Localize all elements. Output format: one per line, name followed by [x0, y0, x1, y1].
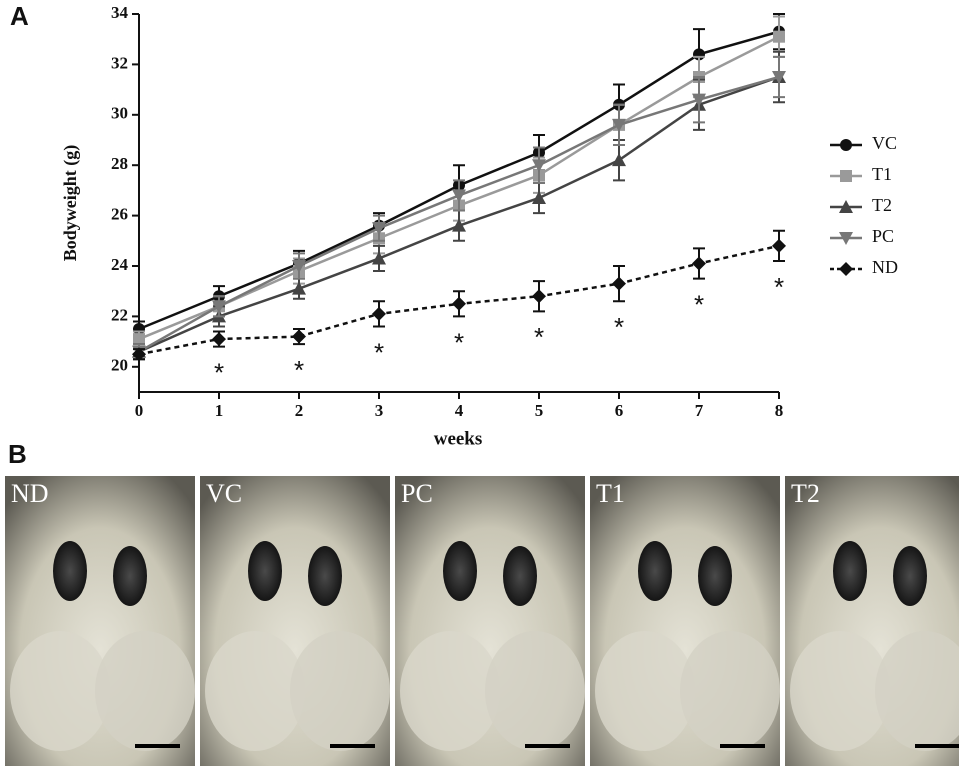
y-tick-label: 32 — [111, 53, 128, 72]
tissue — [595, 631, 695, 751]
y-tick-label: 28 — [111, 154, 128, 173]
y-tick-label: 22 — [111, 305, 128, 324]
organ — [893, 546, 927, 606]
marker — [692, 256, 706, 271]
marker — [372, 222, 386, 236]
organ — [308, 546, 342, 606]
x-tick-label: 8 — [775, 401, 784, 420]
marker — [372, 251, 386, 265]
marker — [372, 306, 386, 321]
significance-mark: * — [454, 327, 464, 357]
legend-label: T2 — [872, 195, 892, 215]
photo-label: T1 — [596, 479, 625, 508]
tissue — [95, 631, 195, 751]
significance-mark: * — [374, 337, 384, 367]
significance-mark: * — [534, 322, 544, 352]
legend-label: VC — [872, 133, 897, 153]
organ — [503, 546, 537, 606]
marker — [292, 329, 306, 344]
y-tick-label: 30 — [111, 104, 128, 123]
marker — [692, 93, 706, 107]
photo: T2 — [785, 476, 959, 766]
marker — [212, 332, 226, 347]
marker — [612, 118, 626, 132]
y-tick-label: 34 — [111, 3, 129, 22]
marker — [452, 296, 466, 311]
organ — [443, 541, 477, 601]
marker — [772, 71, 786, 84]
panel-label: B — [8, 439, 27, 469]
significance-mark: * — [694, 289, 704, 319]
marker — [839, 232, 853, 245]
marker — [532, 289, 546, 304]
panel-label: A — [10, 1, 29, 31]
organ — [638, 541, 672, 601]
tissue — [290, 631, 390, 751]
organ — [698, 546, 732, 606]
marker — [772, 238, 786, 253]
organ — [113, 546, 147, 606]
tissue — [485, 631, 585, 751]
significance-mark: * — [774, 272, 784, 302]
x-axis-label: weeks — [434, 428, 483, 449]
marker — [612, 153, 626, 167]
tissue — [680, 631, 780, 751]
legend-label: T1 — [872, 164, 892, 184]
x-tick-label: 4 — [455, 401, 464, 420]
tissue — [205, 631, 305, 751]
significance-mark: * — [294, 355, 304, 385]
organ — [833, 541, 867, 601]
tissue — [790, 631, 890, 751]
tissue — [10, 631, 110, 751]
x-tick-label: 5 — [535, 401, 544, 420]
marker — [839, 262, 853, 276]
marker — [292, 260, 306, 273]
x-tick-label: 3 — [375, 401, 384, 420]
marker — [612, 276, 626, 291]
tissue — [875, 631, 959, 751]
marker — [840, 139, 852, 151]
marker — [132, 347, 146, 362]
x-tick-label: 6 — [615, 401, 624, 420]
tissue — [400, 631, 500, 751]
x-tick-label: 1 — [215, 401, 224, 420]
photo-label: ND — [11, 479, 49, 508]
photo-label: T2 — [791, 479, 820, 508]
marker — [212, 300, 226, 314]
marker — [452, 218, 466, 232]
organ — [53, 541, 87, 601]
photo-label: VC — [206, 479, 242, 508]
marker — [452, 189, 466, 203]
marker — [840, 170, 852, 182]
x-tick-label: 0 — [135, 401, 144, 420]
marker — [133, 333, 145, 346]
significance-mark: * — [614, 312, 624, 342]
organ — [248, 541, 282, 601]
x-tick-label: 7 — [695, 401, 704, 420]
y-axis-label: Bodyweight (g) — [60, 145, 81, 262]
legend-label: PC — [872, 226, 894, 246]
photo: ND — [5, 476, 195, 766]
y-tick-label: 20 — [111, 356, 128, 375]
marker — [532, 190, 546, 204]
marker — [773, 30, 785, 43]
marker — [532, 159, 546, 173]
x-tick-label: 2 — [295, 401, 304, 420]
legend-label: ND — [872, 257, 898, 277]
significance-mark: * — [214, 358, 224, 388]
y-tick-label: 26 — [111, 205, 128, 224]
marker — [839, 200, 853, 213]
photo: VC — [200, 476, 390, 766]
y-tick-label: 24 — [111, 255, 129, 274]
photo: PC — [395, 476, 585, 766]
photo-label: PC — [401, 479, 433, 508]
marker — [292, 281, 306, 295]
photo: T1 — [590, 476, 780, 766]
